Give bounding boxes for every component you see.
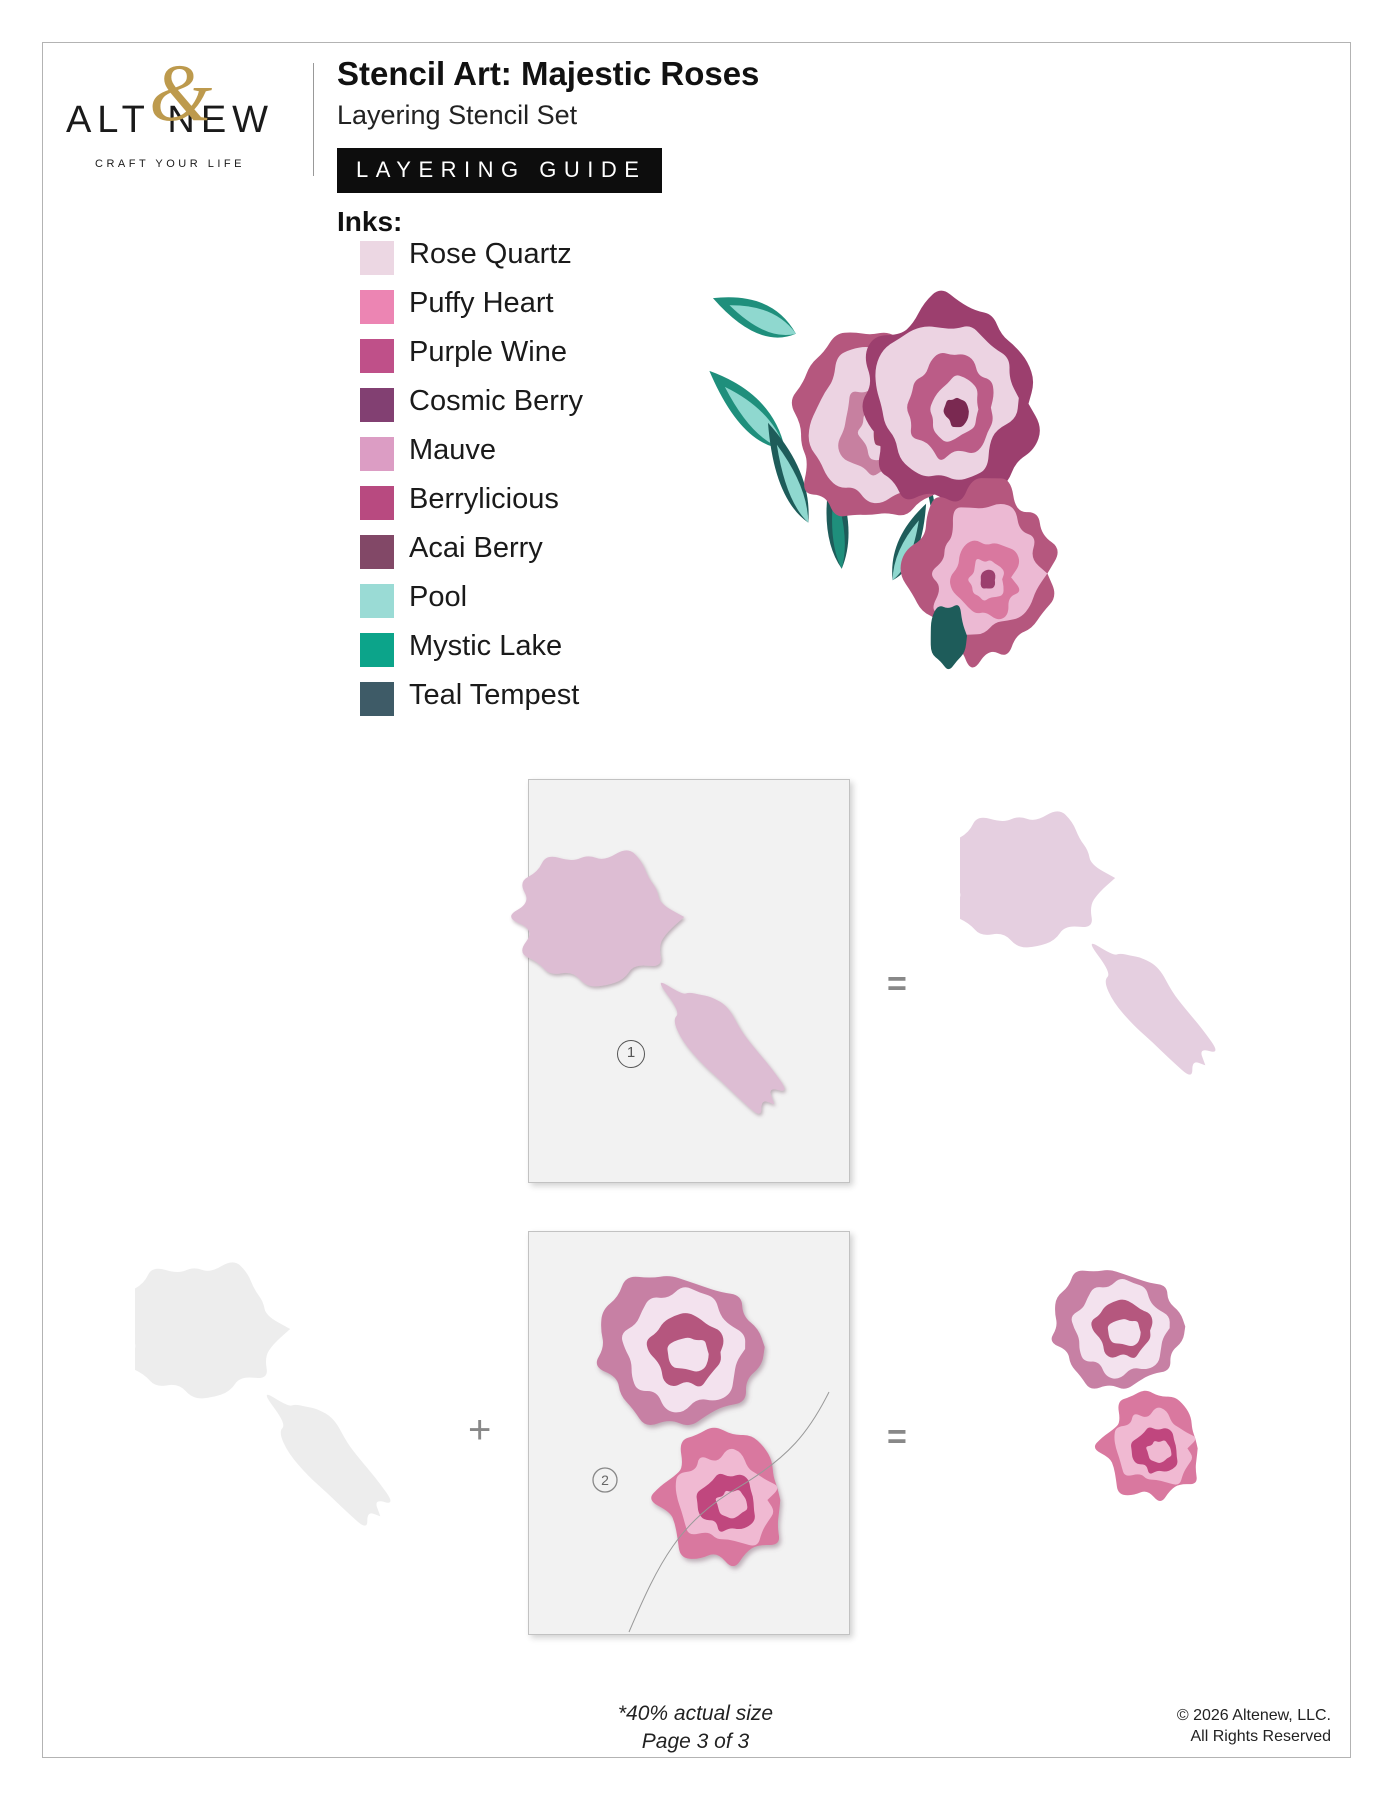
svg-text:&: & <box>149 53 217 138</box>
svg-text:2: 2 <box>601 1472 609 1488</box>
